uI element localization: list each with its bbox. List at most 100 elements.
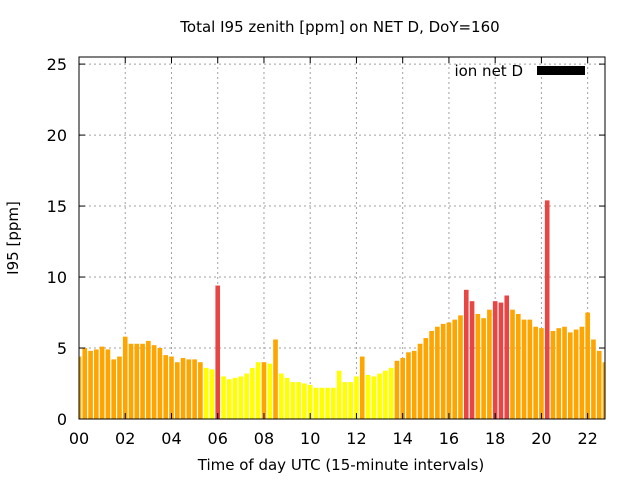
bar [579,326,585,419]
bar [492,301,498,419]
bar [134,343,140,419]
bar [255,362,261,419]
bar [99,346,105,419]
bar [215,285,221,419]
x-tick-label: 10 [300,429,320,448]
bar [585,312,590,419]
bar [111,359,116,419]
bar [458,315,463,419]
bar [521,319,527,419]
legend-swatch [537,66,585,75]
bar [411,350,417,419]
legend-label: ion net D [454,62,523,80]
x-tick-label: 16 [439,429,459,448]
bar [163,355,169,419]
bar [394,360,400,419]
y-tick-label: 5 [57,339,67,358]
x-tick-label: 06 [208,429,228,448]
bar [128,343,134,419]
bar [238,376,244,419]
y-tick-label: 10 [47,268,67,287]
bar [290,382,296,419]
bar [157,348,163,419]
bar [307,384,313,419]
chart-title: Total I95 zenith [ppm] on NET D, DoY=160 [179,18,499,36]
bar [446,322,452,419]
bar [365,374,371,419]
x-tick-label: 12 [346,429,366,448]
bar [94,349,99,419]
bar [452,319,458,419]
x-tick-labels: 00 02 04 06 08 10 12 14 16 18 20 22 [69,429,598,448]
bar [371,376,377,419]
bar [336,370,342,419]
bar [82,348,88,419]
bar [221,376,226,419]
bar [174,362,180,419]
x-tick-label: 20 [531,429,551,448]
bar [348,382,353,419]
bar [331,387,336,419]
y-tick-labels: 0 5 10 15 20 25 [47,55,67,429]
bar [151,345,157,419]
bar [359,356,365,419]
bar [198,362,203,419]
x-tick-label: 08 [254,429,274,448]
bar [556,328,562,419]
bar [88,350,93,419]
bar [325,387,330,419]
bar [469,301,475,419]
bar [284,377,290,419]
bar [209,369,215,419]
bar [302,383,307,419]
y-tick-label: 20 [47,126,67,145]
x-tick-label: 02 [115,429,135,448]
y-tick-label: 25 [47,55,67,74]
x-tick-label: 00 [69,429,89,448]
bar [423,338,429,419]
bar [400,357,406,419]
y-tick-label: 0 [57,410,67,429]
bar [261,362,267,419]
bar [296,382,301,419]
bar [203,367,209,419]
bar [417,343,423,419]
bar [440,323,446,419]
bars-group [79,200,605,419]
bar [140,343,145,419]
bar [313,387,319,419]
bar [192,359,197,419]
bar [591,339,596,419]
bar [544,200,550,419]
bar [278,373,284,419]
bar [267,363,273,419]
bar [180,357,186,419]
bar [596,350,602,419]
bar [429,330,434,419]
bar [562,326,567,419]
bar [550,330,556,419]
bar [273,339,278,419]
x-tick-label: 04 [161,429,181,448]
bar [232,377,238,419]
bar [602,362,605,419]
bar [354,376,359,419]
bar [498,302,504,419]
bar [226,379,232,419]
bar [250,367,255,419]
x-tick-label: 18 [485,429,505,448]
bar [117,356,122,419]
legend: ion net D [454,62,585,80]
bar [377,373,382,419]
bar [527,319,533,419]
bar [463,289,469,419]
y-tick-label: 15 [47,197,67,216]
bar [481,318,486,419]
bar [319,387,325,419]
x-axis-label: Time of day UTC (15-minute intervals) [197,456,484,474]
bar [122,336,128,419]
y-axis-label: I95 [ppm] [4,201,22,275]
bar [146,340,151,419]
bar [406,352,411,419]
